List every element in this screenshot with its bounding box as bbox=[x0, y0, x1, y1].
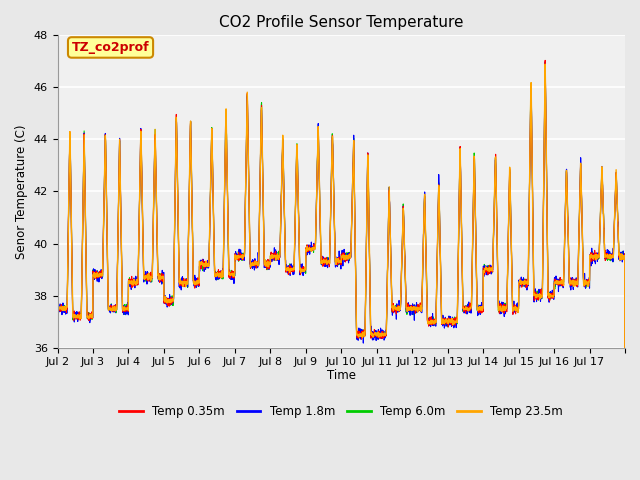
Temp 6.0m bbox=[233, 251, 241, 257]
Temp 1.8m bbox=[54, 304, 61, 310]
Temp 6.0m bbox=[613, 198, 621, 204]
Temp 6.0m bbox=[545, 290, 552, 296]
Temp 6.0m bbox=[512, 307, 520, 313]
Temp 0.35m bbox=[376, 329, 383, 335]
Temp 23.5m bbox=[541, 61, 549, 67]
Temp 6.0m bbox=[376, 333, 383, 338]
Temp 0.35m bbox=[54, 303, 61, 309]
Legend: Temp 0.35m, Temp 1.8m, Temp 6.0m, Temp 23.5m: Temp 0.35m, Temp 1.8m, Temp 6.0m, Temp 2… bbox=[115, 400, 568, 423]
Line: Temp 6.0m: Temp 6.0m bbox=[58, 67, 625, 480]
Temp 0.35m bbox=[613, 196, 621, 202]
Temp 0.35m bbox=[110, 303, 118, 309]
Text: TZ_co2prof: TZ_co2prof bbox=[72, 41, 149, 54]
Temp 1.8m bbox=[541, 59, 549, 65]
Temp 0.35m bbox=[233, 254, 241, 260]
X-axis label: Time: Time bbox=[327, 369, 356, 382]
Temp 1.8m bbox=[110, 308, 118, 314]
Temp 1.8m bbox=[233, 253, 241, 259]
Temp 6.0m bbox=[541, 64, 549, 70]
Temp 23.5m bbox=[110, 306, 118, 312]
Temp 1.8m bbox=[376, 332, 383, 338]
Temp 6.0m bbox=[110, 309, 118, 314]
Line: Temp 23.5m: Temp 23.5m bbox=[58, 64, 625, 480]
Title: CO2 Profile Sensor Temperature: CO2 Profile Sensor Temperature bbox=[219, 15, 463, 30]
Temp 23.5m bbox=[545, 290, 552, 296]
Y-axis label: Senor Temperature (C): Senor Temperature (C) bbox=[15, 124, 28, 259]
Line: Temp 0.35m: Temp 0.35m bbox=[58, 60, 625, 480]
Temp 0.35m bbox=[541, 58, 549, 63]
Temp 0.35m bbox=[545, 288, 552, 294]
Temp 6.0m bbox=[54, 302, 61, 308]
Temp 23.5m bbox=[376, 333, 383, 338]
Temp 0.35m bbox=[512, 304, 520, 310]
Temp 23.5m bbox=[54, 306, 61, 312]
Temp 1.8m bbox=[545, 289, 552, 295]
Temp 1.8m bbox=[613, 201, 621, 206]
Line: Temp 1.8m: Temp 1.8m bbox=[58, 62, 625, 480]
Temp 23.5m bbox=[233, 254, 241, 260]
Temp 23.5m bbox=[512, 305, 520, 311]
Temp 1.8m bbox=[512, 307, 520, 313]
Temp 23.5m bbox=[613, 198, 621, 204]
